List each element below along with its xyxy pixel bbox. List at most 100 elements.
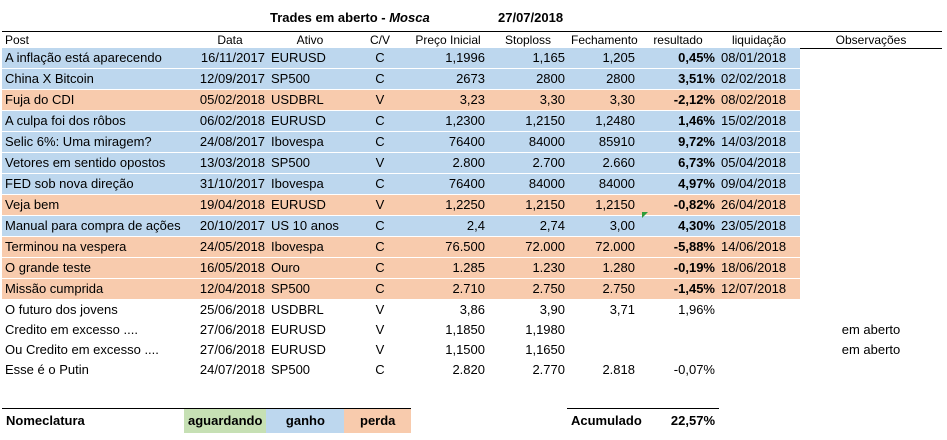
cell-resultado[interactable]: 4,30%: [638, 215, 718, 237]
cell-post[interactable]: Selic 6%: Uma miragem?: [2, 131, 192, 153]
cell-observacoes[interactable]: [800, 360, 942, 380]
cell-cv[interactable]: C: [352, 173, 408, 195]
cell-resultado[interactable]: 9,72%: [638, 131, 718, 153]
cell-resultado[interactable]: [638, 320, 718, 340]
cell-resultado[interactable]: -2,12%: [638, 89, 718, 111]
cell-post[interactable]: Terminou na vespera: [2, 236, 192, 258]
cell-observacoes[interactable]: [800, 300, 942, 321]
cell-liquidacao[interactable]: 09/04/2018: [718, 173, 800, 195]
cell-post[interactable]: O grande teste: [2, 257, 192, 279]
cell-resultado[interactable]: 3,51%: [638, 68, 718, 90]
cell-fechamento[interactable]: 2.818: [602, 362, 635, 377]
cell-stoploss[interactable]: 1.230: [488, 257, 568, 279]
cell-stoploss[interactable]: 84000: [488, 173, 568, 195]
cell-observacoes[interactable]: [800, 236, 942, 258]
cell-preco-inicial[interactable]: 1.285: [408, 257, 488, 279]
cell-post[interactable]: China X Bitcoin: [2, 68, 192, 90]
cell-post[interactable]: O futuro dos jovens: [5, 302, 118, 317]
cell-fechamento[interactable]: 1,205: [568, 48, 638, 69]
cell-preco-inicial[interactable]: 1,2250: [408, 194, 488, 216]
cell-post[interactable]: A inflação está aparecendo: [2, 48, 192, 69]
cell-fechamento[interactable]: 2.660: [568, 152, 638, 174]
cell-liquidacao[interactable]: 05/04/2018: [718, 152, 800, 174]
cell-resultado[interactable]: 1,96%: [678, 302, 715, 317]
cell-ativo[interactable]: SP500: [268, 152, 352, 174]
cell-data[interactable]: 12/09/2017: [192, 68, 268, 90]
cell-observacoes[interactable]: [800, 68, 942, 90]
cell-liquidacao[interactable]: [718, 340, 800, 360]
cell-liquidacao[interactable]: 02/02/2018: [718, 68, 800, 90]
cell-stoploss[interactable]: 2.700: [488, 152, 568, 174]
cell-preco-inicial[interactable]: 1,1996: [408, 48, 488, 69]
cell-cv[interactable]: C: [375, 362, 385, 377]
cell-post[interactable]: Fuja do CDI: [2, 89, 192, 111]
cell-observacoes[interactable]: [800, 48, 942, 69]
cell-cv[interactable]: V: [375, 322, 385, 337]
cell-cv[interactable]: V: [352, 89, 408, 111]
cell-preco-inicial[interactable]: 76400: [408, 173, 488, 195]
cell-data[interactable]: 25/06/2018: [199, 302, 265, 317]
cell-data[interactable]: 13/03/2018: [192, 152, 268, 174]
cell-liquidacao[interactable]: [718, 360, 800, 380]
cell-post[interactable]: Missão cumprida: [2, 278, 192, 300]
cell-resultado[interactable]: 1,46%: [638, 110, 718, 132]
cell-ativo[interactable]: SP500: [268, 68, 352, 90]
cell-stoploss[interactable]: 3,30: [488, 89, 568, 111]
cell-resultado[interactable]: -0,07%: [673, 362, 715, 377]
cell-stoploss[interactable]: 2.770: [532, 362, 565, 377]
cell-cv[interactable]: C: [352, 215, 408, 237]
cell-observacoes[interactable]: [800, 215, 942, 237]
cell-data[interactable]: 06/02/2018: [192, 110, 268, 132]
cell-liquidacao[interactable]: [718, 320, 800, 340]
cell-observacoes[interactable]: [800, 110, 942, 132]
cell-fechamento[interactable]: 72.000: [568, 236, 638, 258]
cell-cv[interactable]: C: [352, 278, 408, 300]
cell-resultado[interactable]: 6,73%: [638, 152, 718, 174]
cell-data[interactable]: 31/10/2017: [192, 173, 268, 195]
cell-cv[interactable]: V: [352, 194, 408, 216]
cell-data[interactable]: 16/05/2018: [192, 257, 268, 279]
cell-ativo[interactable]: Ibovespa: [268, 173, 352, 195]
cell-post[interactable]: A culpa foi dos rôbos: [2, 110, 192, 132]
cell-preco-inicial[interactable]: 2.800: [408, 152, 488, 174]
cell-observacoes[interactable]: em aberto: [841, 322, 901, 337]
cell-post[interactable]: Manual para compra de ações: [2, 215, 192, 237]
cell-data[interactable]: 12/04/2018: [192, 278, 268, 300]
cell-liquidacao[interactable]: 14/06/2018: [718, 236, 800, 258]
cell-ativo[interactable]: Ibovespa: [268, 236, 352, 258]
cell-fechamento[interactable]: 84000: [568, 173, 638, 195]
cell-fechamento[interactable]: [568, 340, 638, 360]
cell-cv[interactable]: V: [352, 152, 408, 174]
cell-ativo[interactable]: EURUSD: [268, 48, 352, 69]
cell-fechamento[interactable]: 1.280: [568, 257, 638, 279]
cell-liquidacao[interactable]: 23/05/2018: [718, 215, 800, 237]
cell-cv[interactable]: V: [375, 342, 385, 357]
cell-liquidacao[interactable]: 14/03/2018: [718, 131, 800, 153]
cell-data[interactable]: 19/04/2018: [192, 194, 268, 216]
cell-data[interactable]: 20/10/2017: [192, 215, 268, 237]
cell-stoploss[interactable]: 1,1980: [525, 322, 565, 337]
cell-cv[interactable]: C: [352, 257, 408, 279]
cell-preco-inicial[interactable]: 1,1500: [445, 342, 485, 357]
cell-preco-inicial[interactable]: 2,4: [408, 215, 488, 237]
cell-ativo[interactable]: USDBRL: [268, 89, 352, 111]
cell-observacoes[interactable]: em aberto: [841, 342, 901, 357]
cell-ativo[interactable]: SP500: [268, 278, 352, 300]
cell-fechamento[interactable]: 1,2480: [568, 110, 638, 132]
cell-observacoes[interactable]: [800, 194, 942, 216]
cell-cv[interactable]: C: [352, 68, 408, 90]
cell-preco-inicial[interactable]: 2.710: [408, 278, 488, 300]
cell-stoploss[interactable]: 2,74: [488, 215, 568, 237]
cell-resultado[interactable]: 0,45%: [638, 48, 718, 69]
cell-data[interactable]: 27/06/2018: [199, 342, 265, 357]
cell-observacoes[interactable]: [800, 89, 942, 111]
cell-liquidacao[interactable]: 08/01/2018: [718, 48, 800, 69]
cell-stoploss[interactable]: 1,1650: [525, 342, 565, 357]
cell-resultado[interactable]: -1,45%: [638, 278, 718, 300]
cell-ativo[interactable]: SP500: [271, 362, 311, 377]
cell-ativo[interactable]: EURUSD: [271, 342, 326, 357]
cell-preco-inicial[interactable]: 2.820: [452, 362, 485, 377]
cell-preco-inicial[interactable]: 76.500: [408, 236, 488, 258]
cell-observacoes[interactable]: [800, 152, 942, 174]
cell-post[interactable]: Credito em excesso ....: [5, 322, 138, 337]
